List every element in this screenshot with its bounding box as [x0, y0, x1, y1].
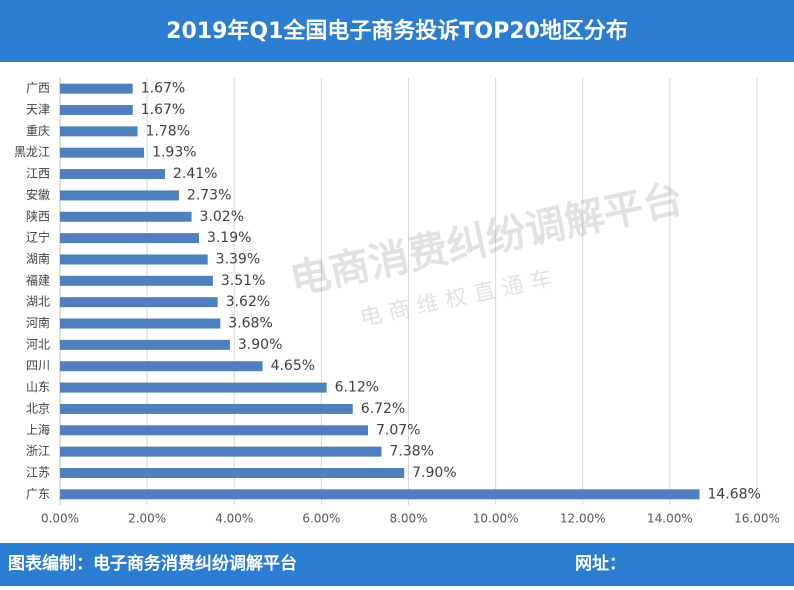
- data-label: 6.72%: [361, 401, 405, 417]
- bar: [60, 318, 221, 329]
- data-label: 3.19%: [207, 230, 251, 246]
- y-tick-label: 湖北: [26, 294, 50, 309]
- data-label: 3.90%: [238, 337, 282, 353]
- watermark: 电商消费纠纷调解平台 电 商 维 权 直 通 车: [286, 176, 687, 332]
- x-tick-label: 4.00%: [215, 512, 253, 526]
- bar: [60, 403, 353, 414]
- y-tick-label: 湖南: [26, 251, 50, 266]
- data-label: 3.39%: [216, 251, 260, 267]
- bar: [60, 275, 213, 286]
- data-label: 1.93%: [152, 145, 196, 161]
- data-label: 1.78%: [146, 123, 190, 139]
- bar: [60, 297, 218, 308]
- bar: [60, 83, 133, 94]
- x-tick-label: 16.00%: [734, 512, 780, 526]
- data-label: 7.38%: [389, 444, 433, 460]
- y-tick-label: 辽宁: [26, 230, 50, 245]
- data-label: 3.02%: [200, 209, 244, 225]
- data-label: 14.68%: [707, 486, 760, 502]
- x-tick-label: 0.00%: [41, 512, 79, 526]
- bar: [60, 425, 368, 436]
- y-tick-label: 四川: [26, 359, 50, 373]
- bar: [60, 382, 327, 393]
- bar: [60, 467, 405, 478]
- y-tick-label: 河南: [26, 315, 50, 330]
- bar: [60, 105, 133, 116]
- x-tick-label: 8.00%: [389, 512, 427, 526]
- bar: [60, 489, 700, 500]
- y-tick-label: 广东: [26, 487, 50, 501]
- chart-title: 2019年Q1全国电子商务投诉TOP20地区分布: [166, 18, 628, 44]
- data-label: 3.62%: [226, 294, 270, 310]
- y-tick-label: 上海: [26, 422, 50, 437]
- data-label: 7.07%: [376, 422, 420, 438]
- data-label: 2.41%: [173, 166, 217, 182]
- x-tick-label: 14.00%: [647, 512, 693, 526]
- y-tick-label: 江西: [26, 167, 50, 181]
- x-tick-label: 6.00%: [302, 512, 340, 526]
- y-tick-label: 重庆: [26, 124, 50, 138]
- y-tick-label: 黑龙江: [14, 145, 50, 159]
- x-tick-label: 2.00%: [128, 512, 166, 526]
- data-label: 4.65%: [271, 358, 315, 374]
- y-tick-label: 广西: [26, 81, 50, 95]
- x-tick-label: 12.00%: [560, 512, 606, 526]
- x-tick-label: 10.00%: [473, 512, 519, 526]
- bar: [60, 169, 165, 180]
- y-tick-label: 北京: [26, 401, 50, 415]
- data-label: 2.73%: [187, 187, 231, 203]
- y-tick-label: 福建: [26, 272, 50, 287]
- y-tick-label: 陕西: [26, 208, 50, 223]
- y-tick-label: 河北: [26, 337, 50, 351]
- data-label: 1.67%: [141, 102, 185, 118]
- bar: [60, 147, 145, 158]
- data-label: 1.67%: [141, 81, 185, 97]
- data-label: 3.51%: [221, 273, 265, 289]
- bar: [60, 446, 382, 457]
- bar: [60, 126, 138, 137]
- bar: [60, 190, 179, 201]
- data-label: 3.68%: [228, 316, 272, 332]
- footer-right: 网址：: [575, 554, 626, 574]
- data-label: 6.12%: [335, 380, 379, 396]
- y-tick-label: 山东: [26, 380, 50, 394]
- bar: [60, 211, 192, 222]
- footer-left: 图表编制：电子商务消费纠纷调解平台: [8, 553, 297, 574]
- title-band: [0, 0, 794, 62]
- bar: [60, 233, 199, 244]
- y-tick-label: 安徽: [26, 187, 50, 202]
- footer-band: [0, 543, 794, 586]
- bar: [60, 339, 230, 350]
- bar: [60, 361, 263, 372]
- y-tick-label: 天津: [26, 103, 50, 117]
- data-label: 7.90%: [412, 465, 456, 481]
- bar: [60, 254, 208, 265]
- y-tick-label: 浙江: [26, 444, 50, 458]
- y-tick-label: 江苏: [26, 465, 50, 479]
